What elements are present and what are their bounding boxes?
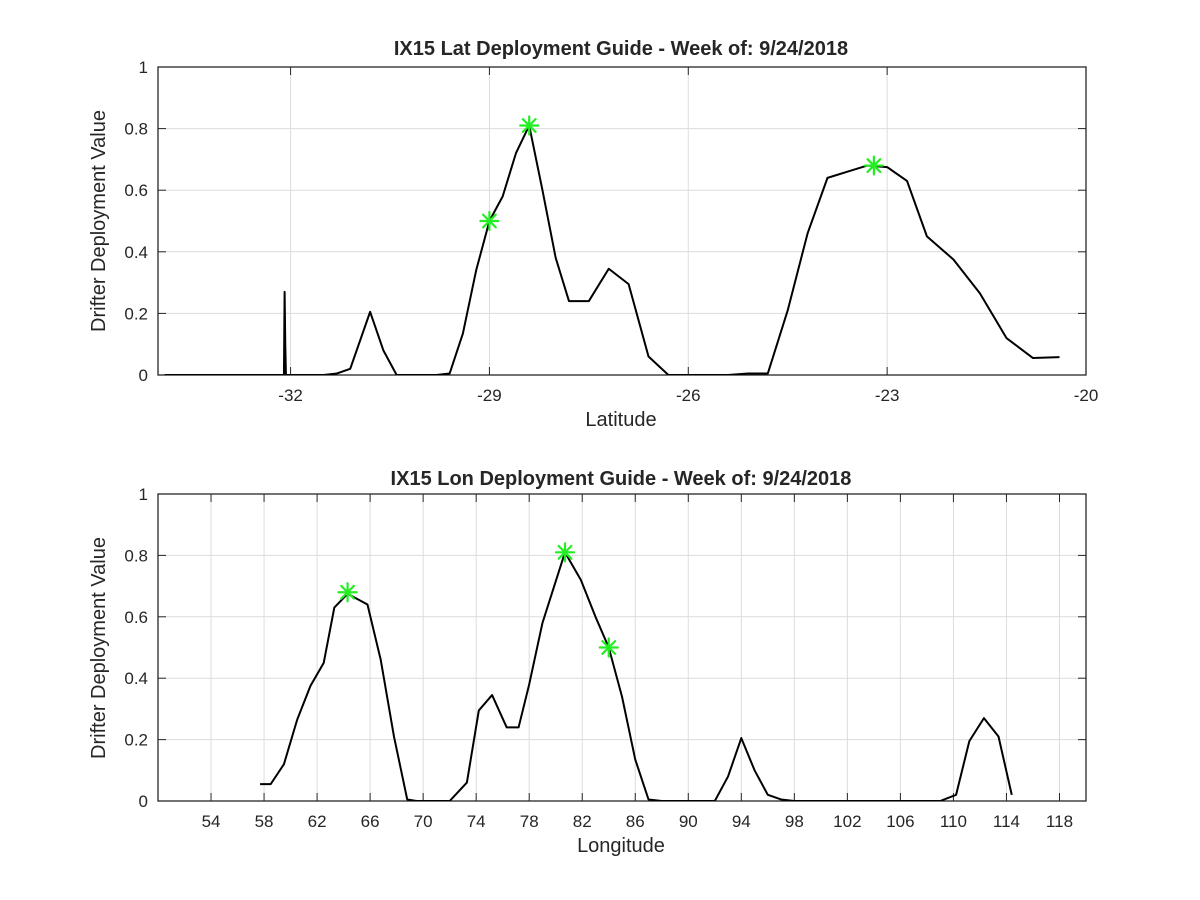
lon-chart-title: IX15 Lon Deployment Guide - Week of: 9/2… bbox=[391, 468, 852, 490]
lon-y-tick-label: 0.4 bbox=[124, 669, 148, 688]
lon-chart-panel: IX15 Lon Deployment Guide - Week of: 9/2… bbox=[88, 468, 1087, 857]
lat-x-tick-label: -26 bbox=[676, 386, 701, 405]
lon-x-tick-label: 114 bbox=[993, 812, 1020, 831]
lat-x-axis-label: Latitude bbox=[585, 409, 656, 431]
lat-series-line bbox=[164, 124, 1060, 375]
lon-x-tick-label: 102 bbox=[833, 812, 861, 831]
lon-y-tick-label: 0 bbox=[139, 792, 148, 811]
lon-deployment-marker bbox=[598, 637, 619, 658]
lat-y-tick-label: 0.6 bbox=[124, 181, 148, 200]
lon-x-tick-label: 110 bbox=[940, 812, 967, 831]
lat-y-tick-label: 0.8 bbox=[124, 120, 148, 139]
lat-axes-box bbox=[157, 66, 1087, 376]
lat-y-tick-label: 0 bbox=[139, 366, 148, 385]
lat-y-tick-label: 1 bbox=[139, 58, 148, 77]
lat-deployment-marker bbox=[519, 115, 540, 136]
lon-deployment-marker bbox=[554, 542, 576, 563]
lon-y-tick-label: 0.8 bbox=[124, 546, 148, 565]
lon-x-tick-label: 94 bbox=[732, 812, 751, 831]
lat-y-tick-label: 0.2 bbox=[124, 304, 148, 323]
lon-x-tick-label: 66 bbox=[361, 812, 380, 831]
lon-x-tick-label: 106 bbox=[886, 812, 914, 831]
lon-y-tick-label: 0.2 bbox=[124, 731, 148, 750]
lat-x-tick-label: -23 bbox=[875, 386, 900, 405]
lon-deployment-marker bbox=[337, 582, 358, 603]
lon-y-tick-label: 1 bbox=[139, 485, 148, 504]
lon-y-tick-label: 0.6 bbox=[124, 608, 148, 627]
lon-x-tick-label: 90 bbox=[679, 812, 698, 831]
lat-deployment-marker bbox=[863, 155, 884, 176]
lat-chart-panel: IX15 Lat Deployment Guide - Week of: 9/2… bbox=[88, 38, 1098, 431]
lon-x-tick-label: 118 bbox=[1046, 812, 1073, 831]
lon-x-tick-label: 62 bbox=[308, 812, 327, 831]
lon-x-tick-label: 70 bbox=[414, 812, 433, 831]
lat-chart-title: IX15 Lat Deployment Guide - Week of: 9/2… bbox=[394, 38, 848, 60]
lon-axes-box bbox=[157, 493, 1087, 802]
lat-y-tick-label: 0.4 bbox=[124, 243, 148, 262]
lon-x-tick-label: 54 bbox=[202, 812, 221, 831]
lat-x-tick-label: -32 bbox=[278, 386, 303, 405]
lon-x-tick-label: 78 bbox=[520, 812, 539, 831]
lon-x-axis-label: Longitude bbox=[577, 835, 665, 857]
lon-x-tick-label: 98 bbox=[785, 812, 804, 831]
lon-x-tick-label: 82 bbox=[573, 812, 592, 831]
lon-x-tick-label: 86 bbox=[626, 812, 645, 831]
lon-y-axis-label: Drifter Deployment Value bbox=[88, 537, 110, 759]
lon-x-tick-label: 74 bbox=[467, 812, 486, 831]
lat-x-tick-label: -20 bbox=[1074, 386, 1099, 405]
lat-deployment-marker bbox=[479, 210, 500, 232]
lon-x-tick-label: 58 bbox=[255, 812, 274, 831]
lat-x-tick-label: -29 bbox=[477, 386, 502, 405]
lat-y-axis-label: Drifter Deployment Value bbox=[88, 110, 110, 332]
lon-series-line bbox=[260, 551, 1013, 801]
